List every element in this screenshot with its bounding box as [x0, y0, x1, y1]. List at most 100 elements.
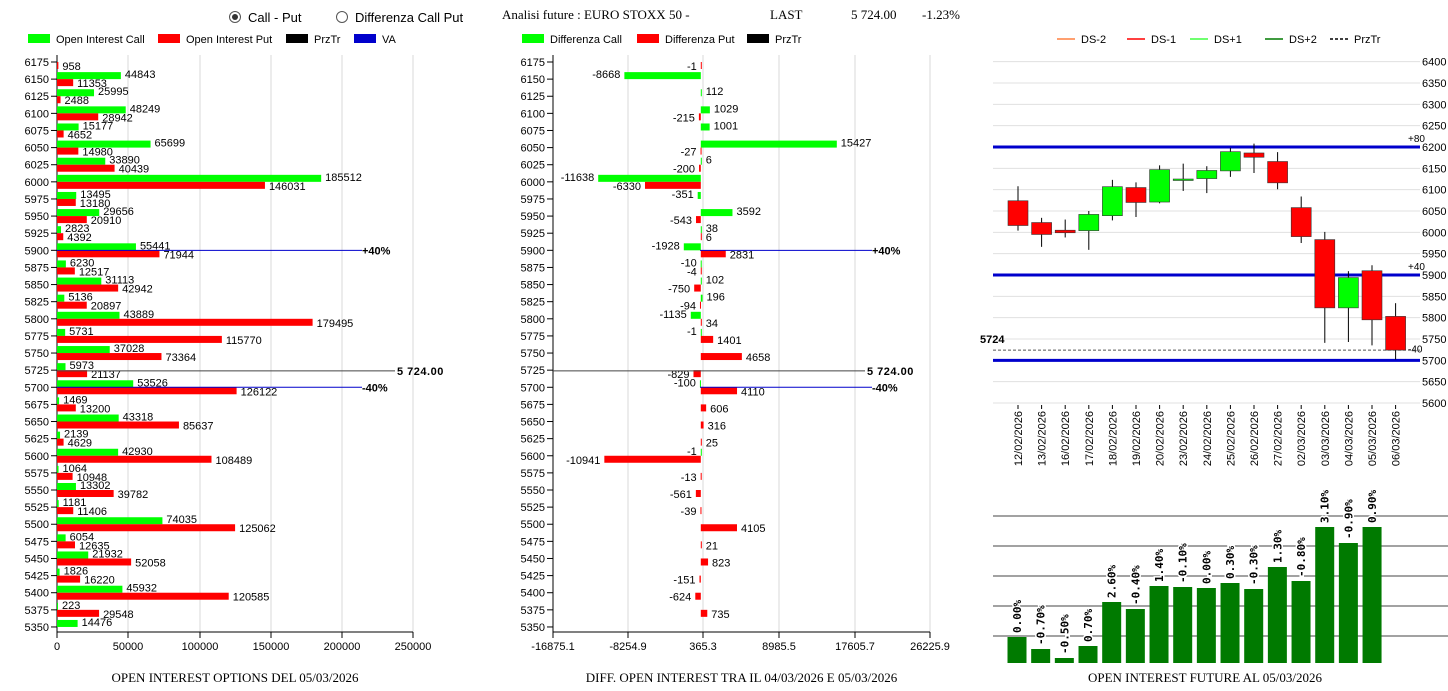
candle-date-label: 25/02/2026 — [1225, 411, 1237, 466]
oi-options-put-bar — [57, 233, 64, 241]
oi-options-strike-label: 6100 — [25, 108, 49, 120]
oi-diff-strike-label: 5850 — [521, 280, 545, 292]
oi-options-put-value: 126122 — [241, 386, 278, 398]
oi-options-call-bar — [57, 414, 119, 422]
oi-diff-put-value: -6330 — [613, 181, 641, 193]
oi-options-call-bar — [57, 568, 60, 576]
candle-y-tick-label: 5950 — [1422, 249, 1446, 261]
future-oi-bar — [1267, 567, 1287, 663]
radio-differenza-call-put[interactable]: Differenza Call Put — [336, 10, 464, 25]
oi-options-put-bar — [57, 421, 179, 429]
oi-diff-put-bar — [698, 113, 701, 121]
oi-options-put-value: 21137 — [91, 369, 121, 381]
oi-options-put-value: 11406 — [77, 506, 107, 518]
candle-y-tick-label: 6200 — [1422, 142, 1446, 154]
future-oi-bar — [1007, 637, 1027, 663]
oi-options-put-value: 146031 — [269, 181, 306, 193]
oi-options-call-value: 53526 — [137, 377, 168, 389]
oi-options-strike-label: 5550 — [25, 485, 49, 497]
oi-diff-strike-label: 5950 — [521, 211, 545, 223]
oi-options-prztr-label: 5 724.00 — [397, 366, 444, 378]
oi-options-strike-label: 5425 — [25, 571, 49, 583]
future-oi-bar — [1196, 588, 1216, 663]
oi-options-put-bar — [57, 387, 237, 395]
oi-options-put-value: 39782 — [118, 489, 149, 501]
oi-options-put-value: 20910 — [91, 215, 122, 227]
oi-options-call-bar — [57, 465, 59, 473]
oi-options-put-value: 120585 — [233, 592, 270, 604]
legend-prztr-diff-swatch — [747, 34, 769, 43]
oi-diff-va-label: -40% — [872, 382, 898, 394]
oi-options-x-tick-label: 150000 — [253, 641, 290, 653]
oi-diff-strike-label: 6050 — [521, 143, 545, 155]
radio-dot-icon — [232, 14, 238, 20]
oi-diff-title: DIFF. OPEN INTEREST TRA IL 04/03/2026 E … — [586, 670, 898, 685]
legend-va-swatch — [354, 34, 376, 43]
oi-options-call-value: 65699 — [155, 138, 186, 150]
radio-call-put[interactable]: Call - Put — [229, 10, 302, 25]
oi-diff-x-tick-label: 365.3 — [689, 641, 717, 653]
oi-options-put-bar — [57, 96, 61, 104]
oi-diff-call-value: 1001 — [714, 120, 738, 132]
oi-options-strike-label: 5475 — [25, 536, 49, 548]
future-oi-change-label: -0.30% — [1248, 545, 1261, 585]
candle-y-tick-label: 5750 — [1422, 334, 1446, 346]
candle-y-tick-label: 6050 — [1422, 206, 1446, 218]
oi-options-put-bar — [57, 472, 73, 480]
oi-options-strike-label: 5450 — [25, 553, 49, 565]
oi-diff-put-bar — [695, 490, 701, 497]
oi-options-strike-label: 5775 — [25, 331, 49, 343]
future-oi-change-label: 0.00% — [1200, 551, 1213, 584]
oi-options-strike-label: 5850 — [25, 280, 49, 292]
oi-diff-strike-label: 6150 — [521, 74, 545, 86]
oi-options-put-value: 11353 — [77, 78, 107, 90]
future-oi-change-label: 0.00% — [1011, 600, 1024, 633]
oi-options-call-bar — [57, 243, 136, 251]
oi-diff-put-bar — [700, 387, 738, 395]
oi-diff-put-bar — [700, 541, 702, 549]
oi-options-call-bar — [57, 585, 123, 593]
oi-diff-put-value: -1 — [687, 61, 697, 73]
oi-options-call-value: 13302 — [80, 480, 111, 492]
oi-diff-call-bar — [700, 448, 702, 456]
legend-prztr-swatch — [286, 34, 308, 43]
oi-options-call-bar — [57, 311, 120, 319]
oi-diff-strike-label: 6000 — [521, 177, 545, 189]
oi-options-call-bar — [57, 346, 110, 354]
radio-circle-icon[interactable] — [336, 11, 348, 23]
oi-diff-put-bar — [699, 301, 701, 309]
oi-diff-strike-label: 6100 — [521, 108, 545, 120]
oi-diff-call-value: -10 — [681, 257, 697, 269]
oi-diff-call-value: -1 — [687, 326, 697, 338]
oi-options-call-value: 1469 — [63, 394, 87, 406]
oi-options-put-bar — [57, 130, 64, 138]
oi-diff-put-value: 4110 — [741, 386, 765, 398]
oi-diff-put-value: -215 — [673, 112, 695, 124]
candle-y-tick-label: 6250 — [1422, 121, 1446, 133]
legend-differenza-put: Differenza Put — [665, 34, 735, 46]
candle-legend-4: PrzTr — [1354, 34, 1381, 46]
radio-label[interactable]: Differenza Call Put — [355, 10, 464, 25]
oi-options-put-bar — [57, 524, 236, 532]
oi-options-call-value: 25995 — [98, 86, 129, 98]
oi-options-put-value: 12517 — [79, 266, 110, 278]
oi-options-call-value: 44843 — [125, 69, 156, 81]
oi-options-put-bar — [57, 507, 74, 515]
oi-options-strike-label: 5900 — [25, 245, 49, 257]
oi-diff-put-value: 316 — [708, 421, 726, 433]
legend-open-interest-put: Open Interest Put — [186, 34, 272, 46]
oi-options-call-value: 21932 — [92, 548, 123, 560]
oi-options-put-bar — [57, 164, 115, 172]
oi-diff-put-bar — [700, 62, 702, 69]
oi-options-title: OPEN INTEREST OPTIONS DEL 05/03/2026 — [112, 670, 360, 685]
oi-diff-put-bar — [699, 164, 701, 172]
oi-diff-put-value: -39 — [681, 506, 697, 518]
future-oi-change-label: -0.80% — [1295, 537, 1308, 577]
future-oi-bar — [1291, 581, 1311, 663]
oi-diff-call-value: 112 — [706, 86, 724, 98]
candle-date-label: 20/02/2026 — [1155, 411, 1167, 466]
candle-y-tick-label: 6400 — [1422, 57, 1446, 69]
oi-diff-put-value: -750 — [668, 284, 690, 296]
radio-label[interactable]: Call - Put — [248, 10, 302, 25]
